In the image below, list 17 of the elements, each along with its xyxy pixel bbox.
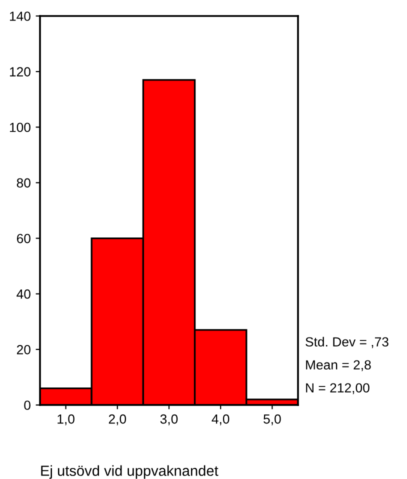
text: Std. Dev = ,73 <box>306 336 388 348</box>
y-tick-label: 100 <box>10 122 30 132</box>
y-tick-label: 140 <box>10 12 30 21</box>
x-tick-label: 4,0 <box>212 414 230 426</box>
y-tick-label: 120 <box>10 67 30 76</box>
y-tick-label: 0 <box>24 400 30 410</box>
x-tick-label: 1,0 <box>58 414 74 426</box>
y-tick-label: 60 <box>16 234 30 244</box>
text: Mean = 2,8 <box>306 360 371 372</box>
x-tick-label: 2,0 <box>108 414 126 426</box>
x-axis-title: Ej utsövd vid uppvaknandet <box>41 465 218 479</box>
x-tick-label: 5,0 <box>264 414 281 426</box>
y-tick-label: 20 <box>16 344 30 354</box>
x-tick-label: 3,0 <box>160 414 178 426</box>
y-tick-label: 40 <box>16 289 30 299</box>
y-tick-label: 80 <box>16 178 30 188</box>
text: N = 212,00 <box>306 383 370 394</box>
